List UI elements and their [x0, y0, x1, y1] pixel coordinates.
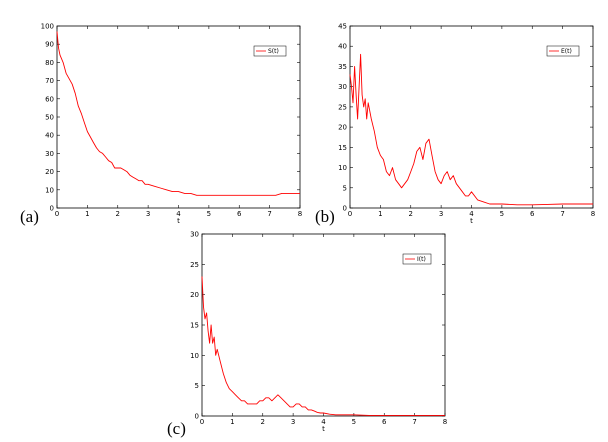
x-tick-label: 7 — [412, 418, 416, 426]
y-tick-label: 15 — [338, 144, 347, 152]
y-tick-label: 70 — [45, 77, 54, 85]
legend-box — [253, 45, 287, 57]
y-tick-label: 30 — [190, 231, 199, 239]
panel-label: (b) — [315, 207, 335, 226]
y-tick-label: 5 — [195, 382, 199, 390]
y-tick-label: 0 — [343, 205, 347, 213]
x-tick-label: 6 — [237, 210, 242, 218]
legend-box — [402, 253, 432, 265]
panel-c: 0 1 2 3 4 5 6 7 8 0 5 10 15 20 25 30 t I(t) (c) — [167, 231, 447, 439]
legend-label: E(t) — [561, 48, 572, 55]
x-tick-label: 2 — [409, 210, 413, 218]
plot-area — [201, 233, 446, 417]
x-tick-label: 8 — [298, 210, 302, 218]
panel-label: (a) — [20, 207, 39, 226]
y-tick-label: 0 — [195, 413, 199, 421]
x-tick-label: 5 — [500, 210, 504, 218]
y-tick-label: 90 — [45, 41, 54, 49]
x-tick-label: 5 — [207, 210, 211, 218]
y-tick-label: 40 — [338, 43, 347, 51]
x-tick-label: 7 — [560, 210, 564, 218]
x-tick-label: 5 — [352, 418, 356, 426]
y-tick-label: 20 — [190, 291, 199, 299]
series-line-it — [201, 276, 445, 416]
x-axis-label: t — [177, 217, 180, 225]
x-tick-label: 1 — [378, 210, 382, 218]
x-axis-label: t — [470, 217, 473, 225]
x-tick-label: 3 — [291, 418, 295, 426]
y-tick-label: 10 — [190, 352, 199, 360]
y-tick-label: 60 — [45, 95, 54, 103]
y-tick-label: 20 — [338, 124, 347, 132]
y-tick-label: 25 — [190, 261, 199, 269]
x-tick-label: 0 — [55, 210, 59, 218]
legend-label: S(t) — [268, 48, 279, 55]
y-tick-label: 30 — [45, 150, 54, 158]
x-tick-label: 4 — [469, 210, 474, 218]
y-tick-label: 10 — [45, 186, 54, 194]
y-tick-label: 45 — [338, 23, 347, 31]
x-tick-label: 0 — [348, 210, 352, 218]
series-line-et — [349, 53, 593, 206]
y-tick-label: 10 — [338, 164, 347, 172]
panel-label: (c) — [167, 419, 186, 438]
plot-area — [56, 25, 301, 209]
legend-box — [546, 45, 580, 57]
x-axis-label: t — [322, 425, 325, 433]
y-tick-label: 25 — [338, 103, 347, 111]
x-tick-label: 1 — [230, 418, 234, 426]
y-tick-label: 15 — [190, 322, 199, 330]
x-tick-label: 6 — [530, 210, 535, 218]
x-tick-label: 1 — [85, 210, 89, 218]
x-tick-label: 4 — [176, 210, 181, 218]
x-tick-label: 6 — [382, 418, 387, 426]
y-tick-label: 0 — [50, 205, 54, 213]
y-tick-label: 35 — [338, 63, 347, 71]
x-tick-label: 8 — [591, 210, 595, 218]
y-tick-label: 100 — [41, 23, 54, 31]
x-tick-label: 4 — [321, 418, 326, 426]
x-tick-label: 3 — [146, 210, 150, 218]
y-tick-label: 40 — [45, 132, 54, 140]
x-tick-label: 0 — [200, 418, 204, 426]
x-tick-label: 2 — [116, 210, 120, 218]
legend-label: I(t) — [417, 256, 426, 263]
x-tick-label: 2 — [261, 418, 265, 426]
x-tick-label: 8 — [443, 418, 447, 426]
y-tick-label: 20 — [45, 168, 54, 176]
x-tick-label: 3 — [439, 210, 443, 218]
x-tick-label: 7 — [267, 210, 271, 218]
plot-area — [349, 25, 594, 209]
y-tick-label: 80 — [45, 59, 54, 67]
y-tick-label: 30 — [338, 83, 347, 91]
y-tick-label: 5 — [343, 184, 347, 192]
y-tick-label: 50 — [45, 114, 54, 122]
series-line-st — [56, 31, 300, 196]
